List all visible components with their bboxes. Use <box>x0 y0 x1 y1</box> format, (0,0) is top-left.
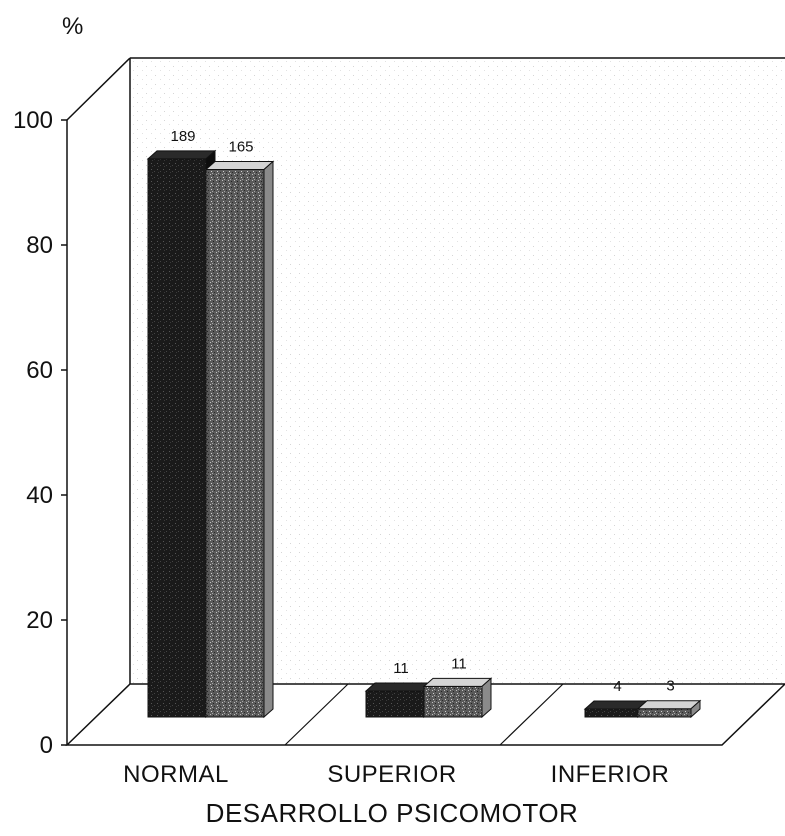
bar-side <box>263 160 274 719</box>
y-tick-label: 0 <box>40 732 53 759</box>
bar-top <box>583 700 649 710</box>
data-labels: 189 165 11 11 4 3 <box>170 128 674 695</box>
bar-side <box>481 677 492 719</box>
data-label: 189 <box>170 128 195 145</box>
category-labels: NORMAL SUPERIOR INFERIOR <box>123 761 669 788</box>
bar-front <box>147 158 207 718</box>
data-label: 4 <box>613 678 621 695</box>
bars <box>146 149 702 719</box>
bar-superior-series-2 <box>422 677 493 719</box>
y-axis-label: % <box>62 13 83 40</box>
bar-front <box>423 685 483 718</box>
y-tick-label: 20 <box>26 607 53 634</box>
floor-divider-2 <box>499 683 564 746</box>
bar-top <box>364 682 435 692</box>
bar-superior-series-1 <box>364 681 435 719</box>
bar-top <box>636 700 702 710</box>
category-label-normal: NORMAL <box>123 761 229 788</box>
data-label: 165 <box>228 138 253 155</box>
y-axis-ticks: 0 20 40 60 80 100 <box>13 107 67 759</box>
back-wall <box>130 58 785 684</box>
category-label-superior: SUPERIOR <box>327 761 456 788</box>
y-tick-label: 60 <box>26 357 53 384</box>
y-tick-label: 100 <box>13 107 53 134</box>
bar-top <box>146 150 217 160</box>
x-axis-label: DESARROLLO PSICOMOTOR <box>206 798 579 828</box>
bar-normal-series-1 <box>146 149 217 719</box>
bar-front <box>584 708 639 718</box>
bar-front <box>365 690 425 718</box>
floor-divider-1 <box>284 683 349 746</box>
data-label: 11 <box>451 655 467 672</box>
data-label: 11 <box>393 660 409 677</box>
y-tick-label: 80 <box>26 232 53 259</box>
bar-side <box>690 699 701 719</box>
depth-edge-top <box>66 57 131 121</box>
bar-front <box>205 168 265 718</box>
data-label: 3 <box>666 678 674 695</box>
bar-front <box>637 708 692 718</box>
bar-normal-series-2 <box>204 160 275 719</box>
bar-top <box>204 160 275 170</box>
y-tick-label: 40 <box>26 482 53 509</box>
bar-top <box>422 677 493 687</box>
bar-inferior-series-2 <box>636 699 702 719</box>
category-label-inferior: INFERIOR <box>551 761 670 788</box>
